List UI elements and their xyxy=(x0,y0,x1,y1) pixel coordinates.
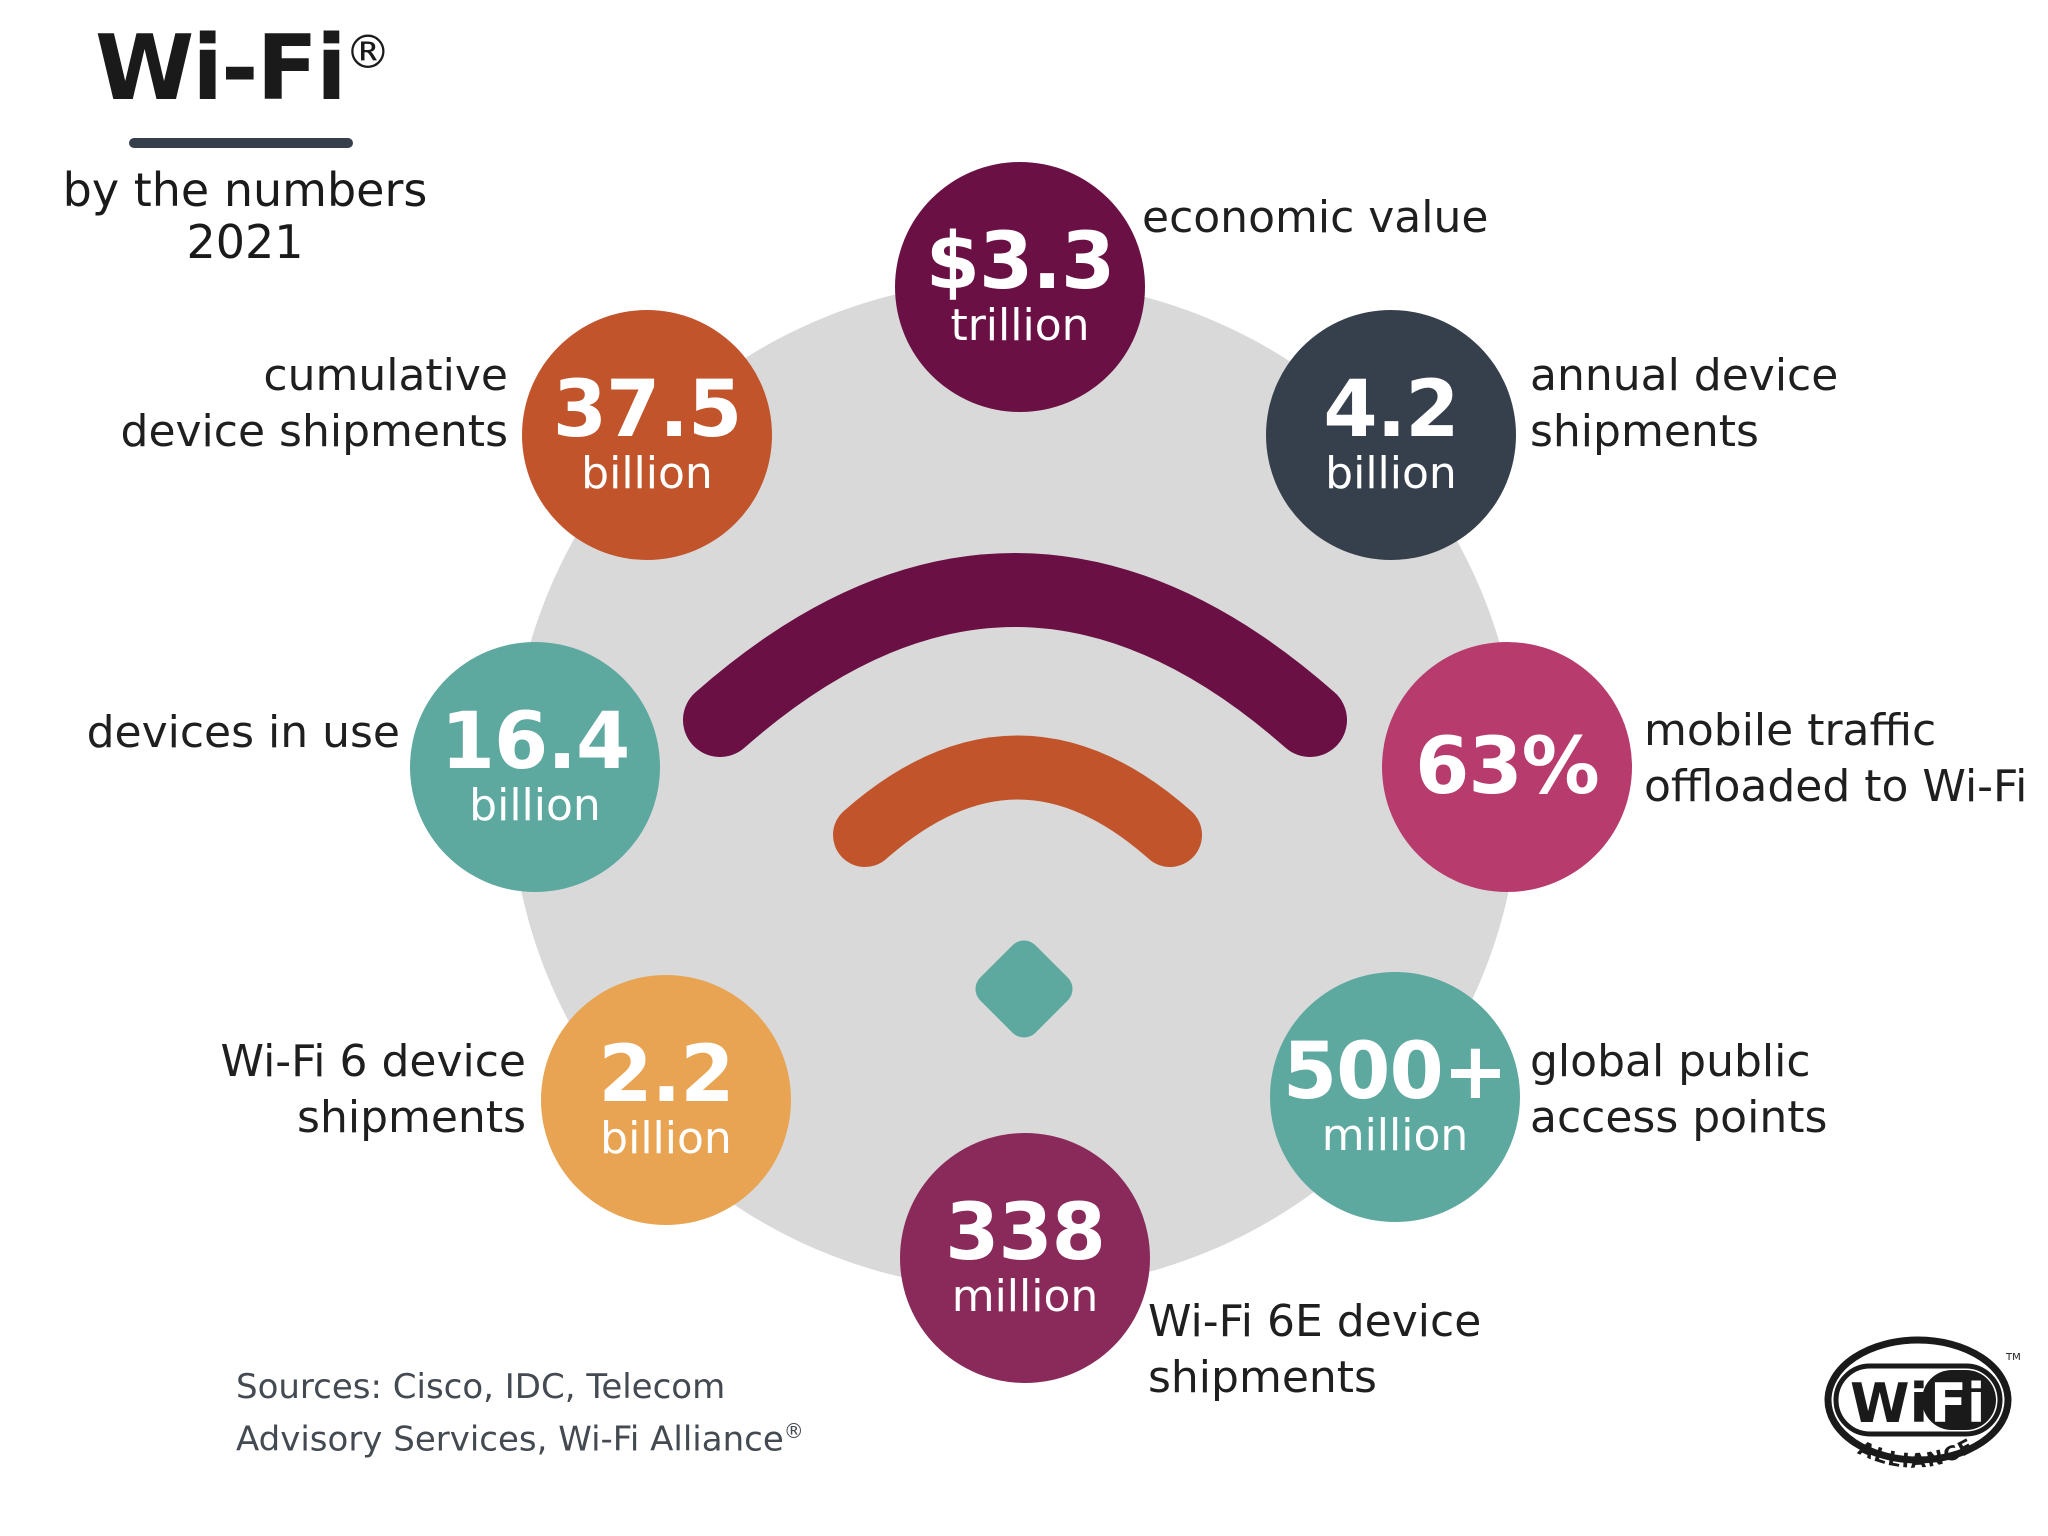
label-mobile-traffic: mobile traffic offloaded to Wi-Fi xyxy=(1644,703,2027,815)
sources-line-1: Sources: Cisco, IDC, Telecom xyxy=(236,1367,726,1407)
label-global-public-access-points: global public access points xyxy=(1530,1034,1827,1146)
subtitle-year: 2021 xyxy=(186,215,304,269)
label-line: devices in use xyxy=(86,707,400,758)
stat-value: 500+ xyxy=(1282,1027,1508,1117)
stat-value: 37.5 xyxy=(552,365,742,455)
label-line: global public xyxy=(1530,1036,1811,1087)
label-line: Wi-Fi 6E device xyxy=(1148,1296,1482,1347)
stat-wifi-6-device-shipments: 2.2 billion xyxy=(541,975,791,1225)
subtitle: by the numbers 2021 xyxy=(60,164,430,268)
stat-value: 4.2 xyxy=(1323,365,1459,455)
wifi-outer-arc xyxy=(683,553,1347,757)
stat-value: 2.2 xyxy=(598,1030,734,1120)
stat-mobile-traffic: 63% xyxy=(1382,642,1632,892)
stat-unit: billion xyxy=(469,780,601,831)
label-line: annual device xyxy=(1530,350,1839,401)
svg-text:TM: TM xyxy=(2005,1352,2021,1363)
label-line: mobile traffic xyxy=(1644,705,1937,756)
sources-note: Sources: Cisco, IDC, Telecom Advisory Se… xyxy=(236,1365,804,1461)
subtitle-line-1: by the numbers xyxy=(62,163,428,217)
label-economic-value: economic value xyxy=(1142,190,1488,246)
label-wifi-6-device-shipments: Wi-Fi 6 device shipments xyxy=(176,1034,526,1146)
label-cumulative-device-shipments: cumulative device shipments xyxy=(100,348,508,460)
stat-unit: billion xyxy=(1325,448,1457,499)
label-line: economic value xyxy=(1142,192,1489,243)
label-line: offloaded to Wi-Fi xyxy=(1644,761,2028,812)
sources-line-2: Advisory Services, Wi-Fi Alliance® xyxy=(236,1409,804,1461)
stat-devices-in-use: 16.4 billion xyxy=(410,642,660,892)
stat-economic-value: $3.3 trillion xyxy=(895,162,1145,412)
title-text: Wi-Fi xyxy=(95,16,347,121)
stat-value: 16.4 xyxy=(440,697,630,787)
label-line: access points xyxy=(1530,1092,1828,1143)
label-line: shipments xyxy=(1530,406,1759,457)
stat-unit: million xyxy=(951,1271,1099,1322)
label-line: shipments xyxy=(1148,1352,1377,1403)
stat-unit: billion xyxy=(581,448,713,499)
stat-value: $3.3 xyxy=(925,217,1115,307)
wifi-dot xyxy=(975,940,1073,1038)
stat-value: 63% xyxy=(1415,722,1600,812)
svg-text:Fi: Fi xyxy=(1930,1372,1985,1435)
label-line: device shipments xyxy=(120,406,508,457)
sources-line-2-text: Advisory Services, Wi-Fi Alliance xyxy=(236,1419,784,1460)
stat-value: 338 xyxy=(945,1188,1106,1278)
stat-unit: trillion xyxy=(950,300,1090,351)
label-annual-device-shipments: annual device shipments xyxy=(1530,348,1838,460)
label-line: shipments xyxy=(297,1092,526,1143)
label-wifi-6e-device-shipments: Wi-Fi 6E device shipments xyxy=(1148,1294,1481,1406)
stat-cumulative-device-shipments: 37.5 billion xyxy=(522,310,772,560)
label-line: Wi-Fi 6 device xyxy=(220,1036,526,1087)
stat-unit: billion xyxy=(600,1113,732,1164)
stat-annual-device-shipments: 4.2 billion xyxy=(1266,310,1516,560)
title-underline xyxy=(129,138,353,148)
wifi-alliance-logo: Wi Fi TM ALLIANCE xyxy=(1824,1336,2021,1473)
wifi-middle-arc xyxy=(833,735,1202,867)
page-title: Wi-Fi® xyxy=(95,21,495,117)
registered-mark: ® xyxy=(344,25,391,79)
sources-registered-mark: ® xyxy=(783,1419,804,1443)
stat-unit: million xyxy=(1321,1110,1469,1161)
label-line: cumulative xyxy=(263,350,508,401)
label-devices-in-use: devices in use xyxy=(40,705,400,761)
stat-global-public-access-points: 500+ million xyxy=(1270,972,1520,1222)
svg-text:Wi: Wi xyxy=(1850,1372,1928,1435)
stat-wifi-6e-device-shipments: 338 million xyxy=(900,1133,1150,1383)
